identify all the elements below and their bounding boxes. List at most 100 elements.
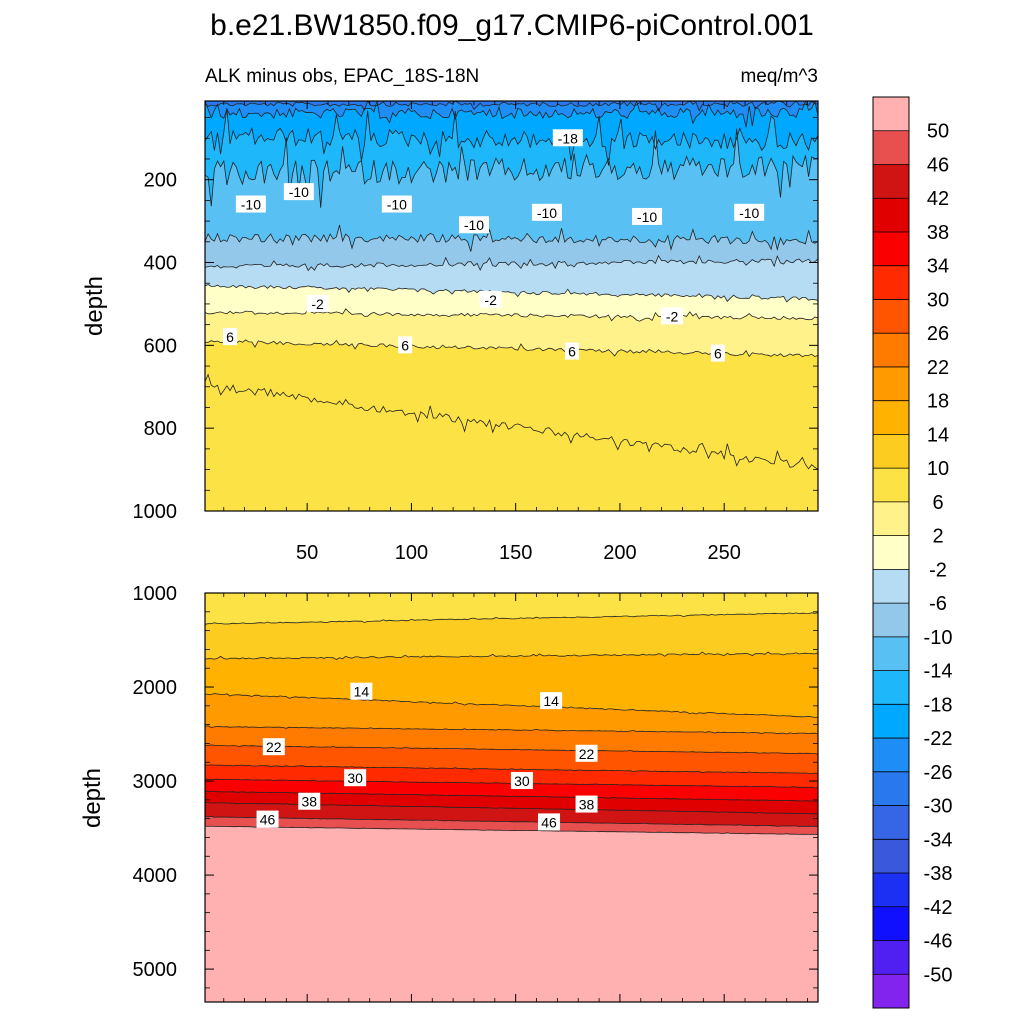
contour-label: -10 bbox=[381, 195, 412, 213]
contour-label-text: 46 bbox=[541, 814, 557, 830]
contour-label-text: -2 bbox=[311, 296, 324, 312]
colorbar-swatch bbox=[873, 906, 909, 942]
contour-line bbox=[205, 373, 818, 470]
colorbar-swatch bbox=[873, 299, 909, 334]
contour-line bbox=[205, 612, 818, 625]
contour-line bbox=[205, 693, 818, 718]
contour-label-text: -18 bbox=[558, 130, 578, 146]
lower-axis-ticks: 1000 2000 3000 4000 5000 bbox=[133, 583, 818, 1002]
contour-label: 46 bbox=[538, 813, 561, 831]
contour-label: -10 bbox=[458, 216, 489, 234]
x-tick-label: 150 bbox=[499, 542, 532, 564]
y-tick-label: 800 bbox=[144, 418, 177, 440]
x-tick-label: 200 bbox=[603, 542, 636, 564]
colorbar-label: -38 bbox=[924, 863, 953, 885]
contour-label-text: 46 bbox=[260, 812, 276, 828]
contour-label-text: -10 bbox=[739, 205, 759, 221]
contour-label-text: 38 bbox=[301, 794, 317, 810]
colorbar-label: 50 bbox=[927, 121, 949, 143]
colorbar-label: 2 bbox=[932, 526, 943, 548]
contour-label-text: 30 bbox=[347, 770, 363, 786]
colorbar-swatch bbox=[873, 333, 909, 368]
colorbar-swatch bbox=[873, 434, 909, 469]
contour-label: 14 bbox=[350, 682, 373, 700]
y-tick-label: 1000 bbox=[133, 501, 178, 523]
colorbar-swatch bbox=[873, 636, 909, 672]
upper-panel: -18 -10 -10 -10 -10 -10 -10 -10 -2 -2 -2 6 6 6 6 50 100… bbox=[81, 100, 819, 564]
lower-contour-labels: 14 14 22 22 30 30 38 38 46 46 bbox=[256, 682, 598, 831]
contour-label: -2 bbox=[306, 294, 329, 312]
contour-label-text: -2 bbox=[484, 292, 497, 308]
contour-label: -10 bbox=[632, 207, 663, 225]
contour-label: -18 bbox=[552, 129, 583, 147]
colorbar-label: -30 bbox=[924, 796, 953, 818]
contour-label-text: 6 bbox=[714, 346, 722, 362]
colorbar-label: -2 bbox=[929, 559, 947, 581]
colorbar-label: -22 bbox=[924, 728, 953, 750]
colorbar-label: 10 bbox=[927, 458, 949, 480]
units-label: meq/m^3 bbox=[740, 66, 818, 87]
contour-line bbox=[205, 108, 818, 166]
contour-label: 6 bbox=[398, 336, 413, 354]
x-tick-label: 250 bbox=[707, 542, 740, 564]
contour-line bbox=[205, 825, 818, 835]
contour-label-text: -2 bbox=[666, 308, 679, 324]
contour-label-text: -10 bbox=[637, 209, 657, 225]
contour-label-text: 6 bbox=[568, 344, 576, 360]
colorbar-label: -6 bbox=[929, 593, 947, 615]
colorbar-swatch bbox=[873, 839, 909, 874]
colorbar-label: -10 bbox=[924, 627, 953, 649]
lower-contour-fills bbox=[205, 593, 818, 1002]
y-tick-label: 4000 bbox=[133, 865, 178, 887]
colorbar-swatch bbox=[873, 198, 909, 233]
contour-label-text: 22 bbox=[579, 746, 595, 762]
colorbar-swatch bbox=[873, 501, 909, 537]
contour-label: 46 bbox=[256, 810, 279, 828]
contour-label-text: -10 bbox=[464, 217, 484, 233]
contour-label-text: 14 bbox=[543, 693, 559, 709]
contour-label: -10 bbox=[531, 203, 562, 221]
contour-line bbox=[205, 284, 818, 303]
contour-label: 30 bbox=[510, 772, 533, 790]
y-tick-label: 5000 bbox=[133, 959, 178, 981]
lower-contour-lines bbox=[205, 612, 818, 835]
colorbar-swatch bbox=[873, 164, 909, 199]
colorbar-label: -14 bbox=[924, 661, 953, 683]
colorbar-swatch bbox=[873, 366, 909, 402]
colorbar-swatch bbox=[873, 535, 909, 570]
contour-label: -2 bbox=[479, 290, 502, 308]
y-tick-label: 3000 bbox=[133, 771, 178, 793]
upper-plot-frame bbox=[204, 100, 819, 512]
upper-contour-fills bbox=[205, 101, 818, 511]
contour-label-text: 14 bbox=[354, 684, 370, 700]
chart-title: b.e21.BW1850.f09_g17.CMIP6-piControl.001 bbox=[210, 9, 814, 42]
colorbar-label: -18 bbox=[924, 694, 953, 716]
colorbar-swatch bbox=[873, 231, 909, 267]
colorbar-swatch bbox=[873, 468, 909, 503]
contour-line bbox=[205, 224, 818, 252]
contour-label: -10 bbox=[734, 203, 765, 221]
lower-plot-frame bbox=[204, 592, 819, 1003]
contour-label: 38 bbox=[298, 792, 321, 810]
chart-subtitle: ALK minus obs, EPAC_18S-18N bbox=[205, 66, 479, 87]
colorbar-swatch bbox=[873, 400, 909, 435]
contour-line bbox=[205, 744, 818, 755]
colorbar-label: -42 bbox=[924, 897, 953, 919]
contour-label-text: 30 bbox=[514, 773, 530, 789]
contour-label: -10 bbox=[235, 195, 266, 213]
upper-contour-labels: -18 -10 -10 -10 -10 -10 -10 -10 -2 -2 -2 6 6 6 6 bbox=[223, 129, 765, 362]
colorbar-label: 34 bbox=[927, 256, 949, 278]
colorbar-label: 6 bbox=[932, 492, 943, 514]
colorbar: 50 46 42 38 34 30 26 22 18 14 10 6 2 -2 -6 -10 -14 -18 -22… bbox=[872, 96, 953, 1009]
colorbar-swatch bbox=[873, 974, 909, 1009]
contour-label: -2 bbox=[661, 307, 684, 325]
contour-label-text: -10 bbox=[241, 197, 261, 213]
y-tick-label: 200 bbox=[144, 170, 177, 192]
colorbar-label: -34 bbox=[924, 829, 953, 851]
contour-label: 30 bbox=[344, 769, 367, 787]
contour-line bbox=[205, 815, 818, 827]
y-tick-label: 400 bbox=[144, 253, 177, 275]
contour-line bbox=[205, 651, 818, 660]
colorbar-swatch bbox=[873, 738, 909, 773]
contour-label: 22 bbox=[262, 738, 285, 756]
